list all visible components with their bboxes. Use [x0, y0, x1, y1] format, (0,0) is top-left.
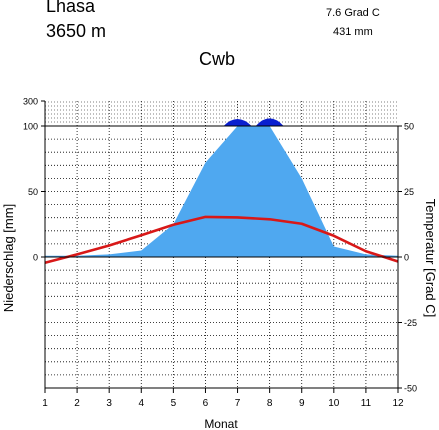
left-tick-label: 0 — [33, 253, 38, 263]
x-tick-label: 8 — [267, 398, 273, 409]
right-tick-label: 50 — [404, 122, 414, 132]
x-axis-label: Monat — [204, 417, 238, 430]
station-name: Lhasa — [46, 0, 96, 16]
right-tick-label: -50 — [404, 384, 417, 394]
x-tick-label: 10 — [328, 398, 340, 409]
annual-temperature: 7.6 Grad C — [326, 7, 380, 19]
left-tick-label: 300 — [23, 97, 38, 107]
x-tick-label: 4 — [138, 398, 144, 409]
left-tick-label: 100 — [23, 122, 38, 132]
x-tick-label: 2 — [74, 398, 80, 409]
precipitation-area — [45, 118, 398, 257]
y-axis-label-right: Temperatur [Grad C] — [423, 199, 438, 318]
temperature-series-line — [44, 215, 399, 265]
station-elevation: 3650 m — [46, 21, 107, 41]
left-tick-label: 50 — [28, 187, 38, 197]
grid-lines — [45, 101, 398, 388]
precipitation-fill — [45, 126, 398, 257]
x-tick-label: 12 — [392, 398, 404, 409]
x-tick-label: 5 — [171, 398, 177, 409]
right-tick-label: 0 — [404, 253, 409, 263]
y-axis-label-left: Niederschlag [mm] — [1, 204, 16, 312]
axes — [41, 100, 402, 393]
x-tick-label: 11 — [361, 398, 372, 409]
x-tick-label: 1 — [42, 398, 48, 409]
climate-classification: Cwb — [199, 49, 236, 69]
x-tick-label: 9 — [299, 398, 305, 409]
right-tick-label: -25 — [404, 318, 417, 328]
precipitation-excess-mark — [223, 119, 252, 126]
annual-precipitation: 431 mm — [333, 26, 373, 38]
x-tick-label: 3 — [106, 398, 112, 409]
right-tick-label: 25 — [404, 187, 414, 197]
precipitation-excess-mark — [255, 118, 284, 126]
x-tick-label: 7 — [235, 398, 241, 409]
x-tick-label: 6 — [203, 398, 209, 409]
